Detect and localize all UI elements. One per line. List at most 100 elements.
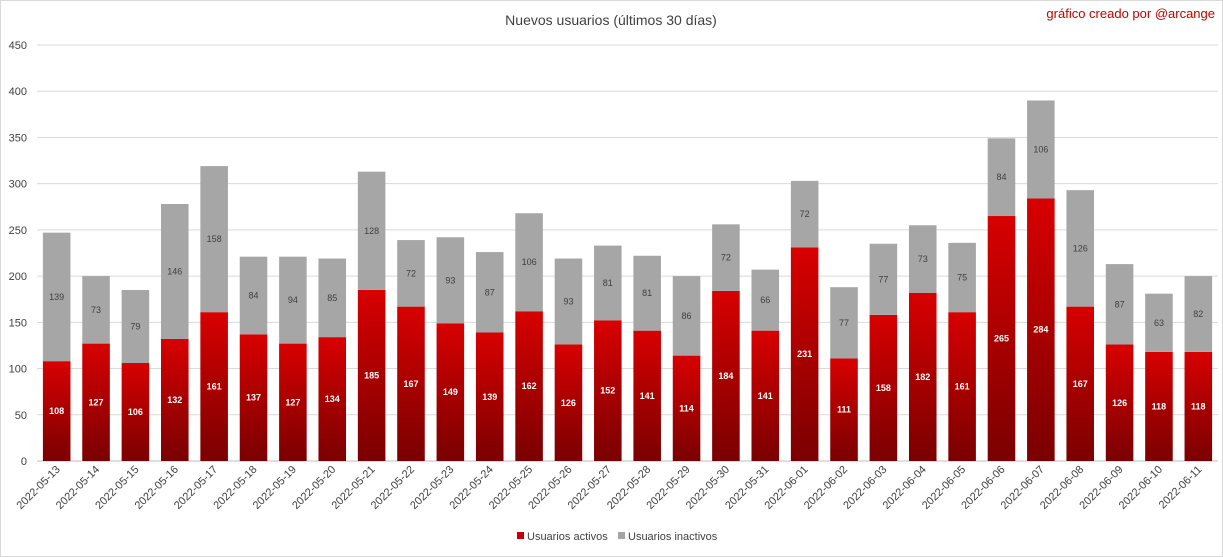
data-label-inactive: 73 [918, 254, 928, 264]
bar-inactive [948, 242, 976, 313]
bar-active [82, 343, 110, 461]
data-label-inactive: 85 [327, 293, 337, 303]
data-label-active: 127 [89, 397, 104, 407]
data-label-inactive: 72 [721, 253, 731, 263]
data-label-active: 184 [718, 371, 733, 381]
data-label-inactive: 86 [682, 311, 692, 321]
bar-inactive [161, 204, 189, 339]
data-label-active: 132 [167, 395, 182, 405]
bar-inactive [475, 252, 504, 333]
data-label-active: 118 [1191, 401, 1206, 411]
bar-inactive [633, 255, 661, 331]
data-label-active: 106 [128, 407, 143, 417]
data-label-active: 265 [994, 334, 1009, 344]
data-label-inactive: 82 [1193, 309, 1203, 319]
bar-inactive [908, 225, 937, 293]
data-label-active: 161 [207, 382, 222, 392]
bar-active [1184, 351, 1213, 461]
bar-active [554, 344, 583, 461]
y-axis: 0 50 100 150 200 250 300 350 400 450 [9, 40, 27, 468]
y-tick-label: 200 [9, 271, 27, 283]
data-label-active: 134 [325, 394, 340, 404]
data-label-active: 231 [797, 349, 812, 359]
bar-active [830, 358, 858, 461]
bar-inactive [1105, 264, 1134, 345]
data-label-inactive: 87 [485, 287, 495, 297]
bar-active [672, 355, 701, 461]
data-label-active: 111 [837, 405, 851, 415]
y-tick-label: 450 [9, 40, 27, 52]
bar-active [908, 292, 937, 461]
bars: 108 139 127 73 106 79 132 146 161 158 137 84 127 94 13… [42, 100, 1213, 462]
bar-inactive [397, 240, 425, 307]
data-label-inactive: 84 [996, 172, 1006, 182]
y-tick-label: 400 [9, 86, 27, 98]
data-label-active: 118 [1152, 401, 1167, 411]
legend-label-active: Usuarios activos [527, 531, 608, 543]
bar-inactive [239, 256, 268, 335]
chart-credit: gráfico creado por @arcange [1046, 6, 1215, 21]
y-tick-label: 0 [21, 456, 27, 468]
data-label-inactive: 146 [167, 266, 182, 276]
bar-inactive [1184, 276, 1213, 352]
bar-active [121, 363, 150, 461]
data-label-inactive: 93 [563, 297, 573, 307]
bar-inactive [82, 276, 110, 344]
bar-active [436, 323, 465, 461]
y-tick-label: 250 [9, 225, 27, 237]
bar-inactive [1066, 190, 1094, 307]
bar-inactive [594, 245, 622, 321]
data-label-active: 126 [561, 398, 576, 408]
bar-active [1027, 198, 1055, 462]
data-label-active: 158 [876, 383, 891, 393]
data-label-inactive: 72 [406, 268, 416, 278]
data-label-active: 114 [679, 403, 694, 413]
bar-inactive [751, 269, 780, 331]
gridlines [37, 44, 1218, 462]
bar-inactive [987, 138, 1016, 217]
data-label-active: 149 [443, 387, 458, 397]
bar-active [42, 361, 71, 461]
data-label-active: 161 [955, 382, 970, 392]
legend-label-inactive: Usuarios inactivos [628, 531, 718, 543]
bar-inactive [318, 258, 347, 338]
data-label-inactive: 93 [445, 275, 455, 285]
bar-inactive [121, 289, 150, 364]
data-label-inactive: 73 [91, 305, 101, 315]
data-label-inactive: 75 [957, 272, 967, 282]
y-tick-label: 100 [9, 364, 27, 376]
data-label-active: 141 [640, 391, 655, 401]
data-label-inactive: 66 [760, 295, 770, 305]
data-label-active: 185 [364, 370, 379, 380]
bar-inactive [200, 166, 228, 313]
y-tick-label: 300 [9, 179, 27, 191]
data-label-inactive: 94 [288, 295, 298, 305]
data-label-inactive: 77 [878, 274, 888, 284]
data-label-active: 182 [915, 372, 930, 382]
bar-inactive [357, 171, 386, 290]
bar-inactive [1027, 100, 1055, 199]
bar-inactive [790, 180, 819, 248]
bar-active [397, 306, 425, 461]
data-label-inactive: 158 [207, 234, 222, 244]
bar-active [633, 330, 661, 461]
data-label-active: 167 [403, 379, 418, 389]
bar-active [318, 337, 347, 461]
y-tick-label: 350 [9, 132, 27, 144]
chart-title: Nuevos usuarios (últimos 30 días) [505, 12, 717, 28]
y-tick-label: 150 [9, 317, 27, 329]
data-label-active: 141 [758, 391, 773, 401]
bar-active [475, 332, 504, 461]
bar-active [987, 216, 1016, 461]
data-label-inactive: 63 [1154, 318, 1164, 328]
bar-active [1105, 344, 1134, 461]
data-label-inactive: 106 [1033, 144, 1048, 154]
data-label-inactive: 72 [800, 209, 810, 219]
bar-active [1145, 351, 1173, 461]
data-label-inactive: 126 [1073, 243, 1088, 253]
bar-active [357, 289, 386, 461]
legend-swatch-inactive [618, 532, 625, 539]
bar-active [515, 311, 543, 461]
